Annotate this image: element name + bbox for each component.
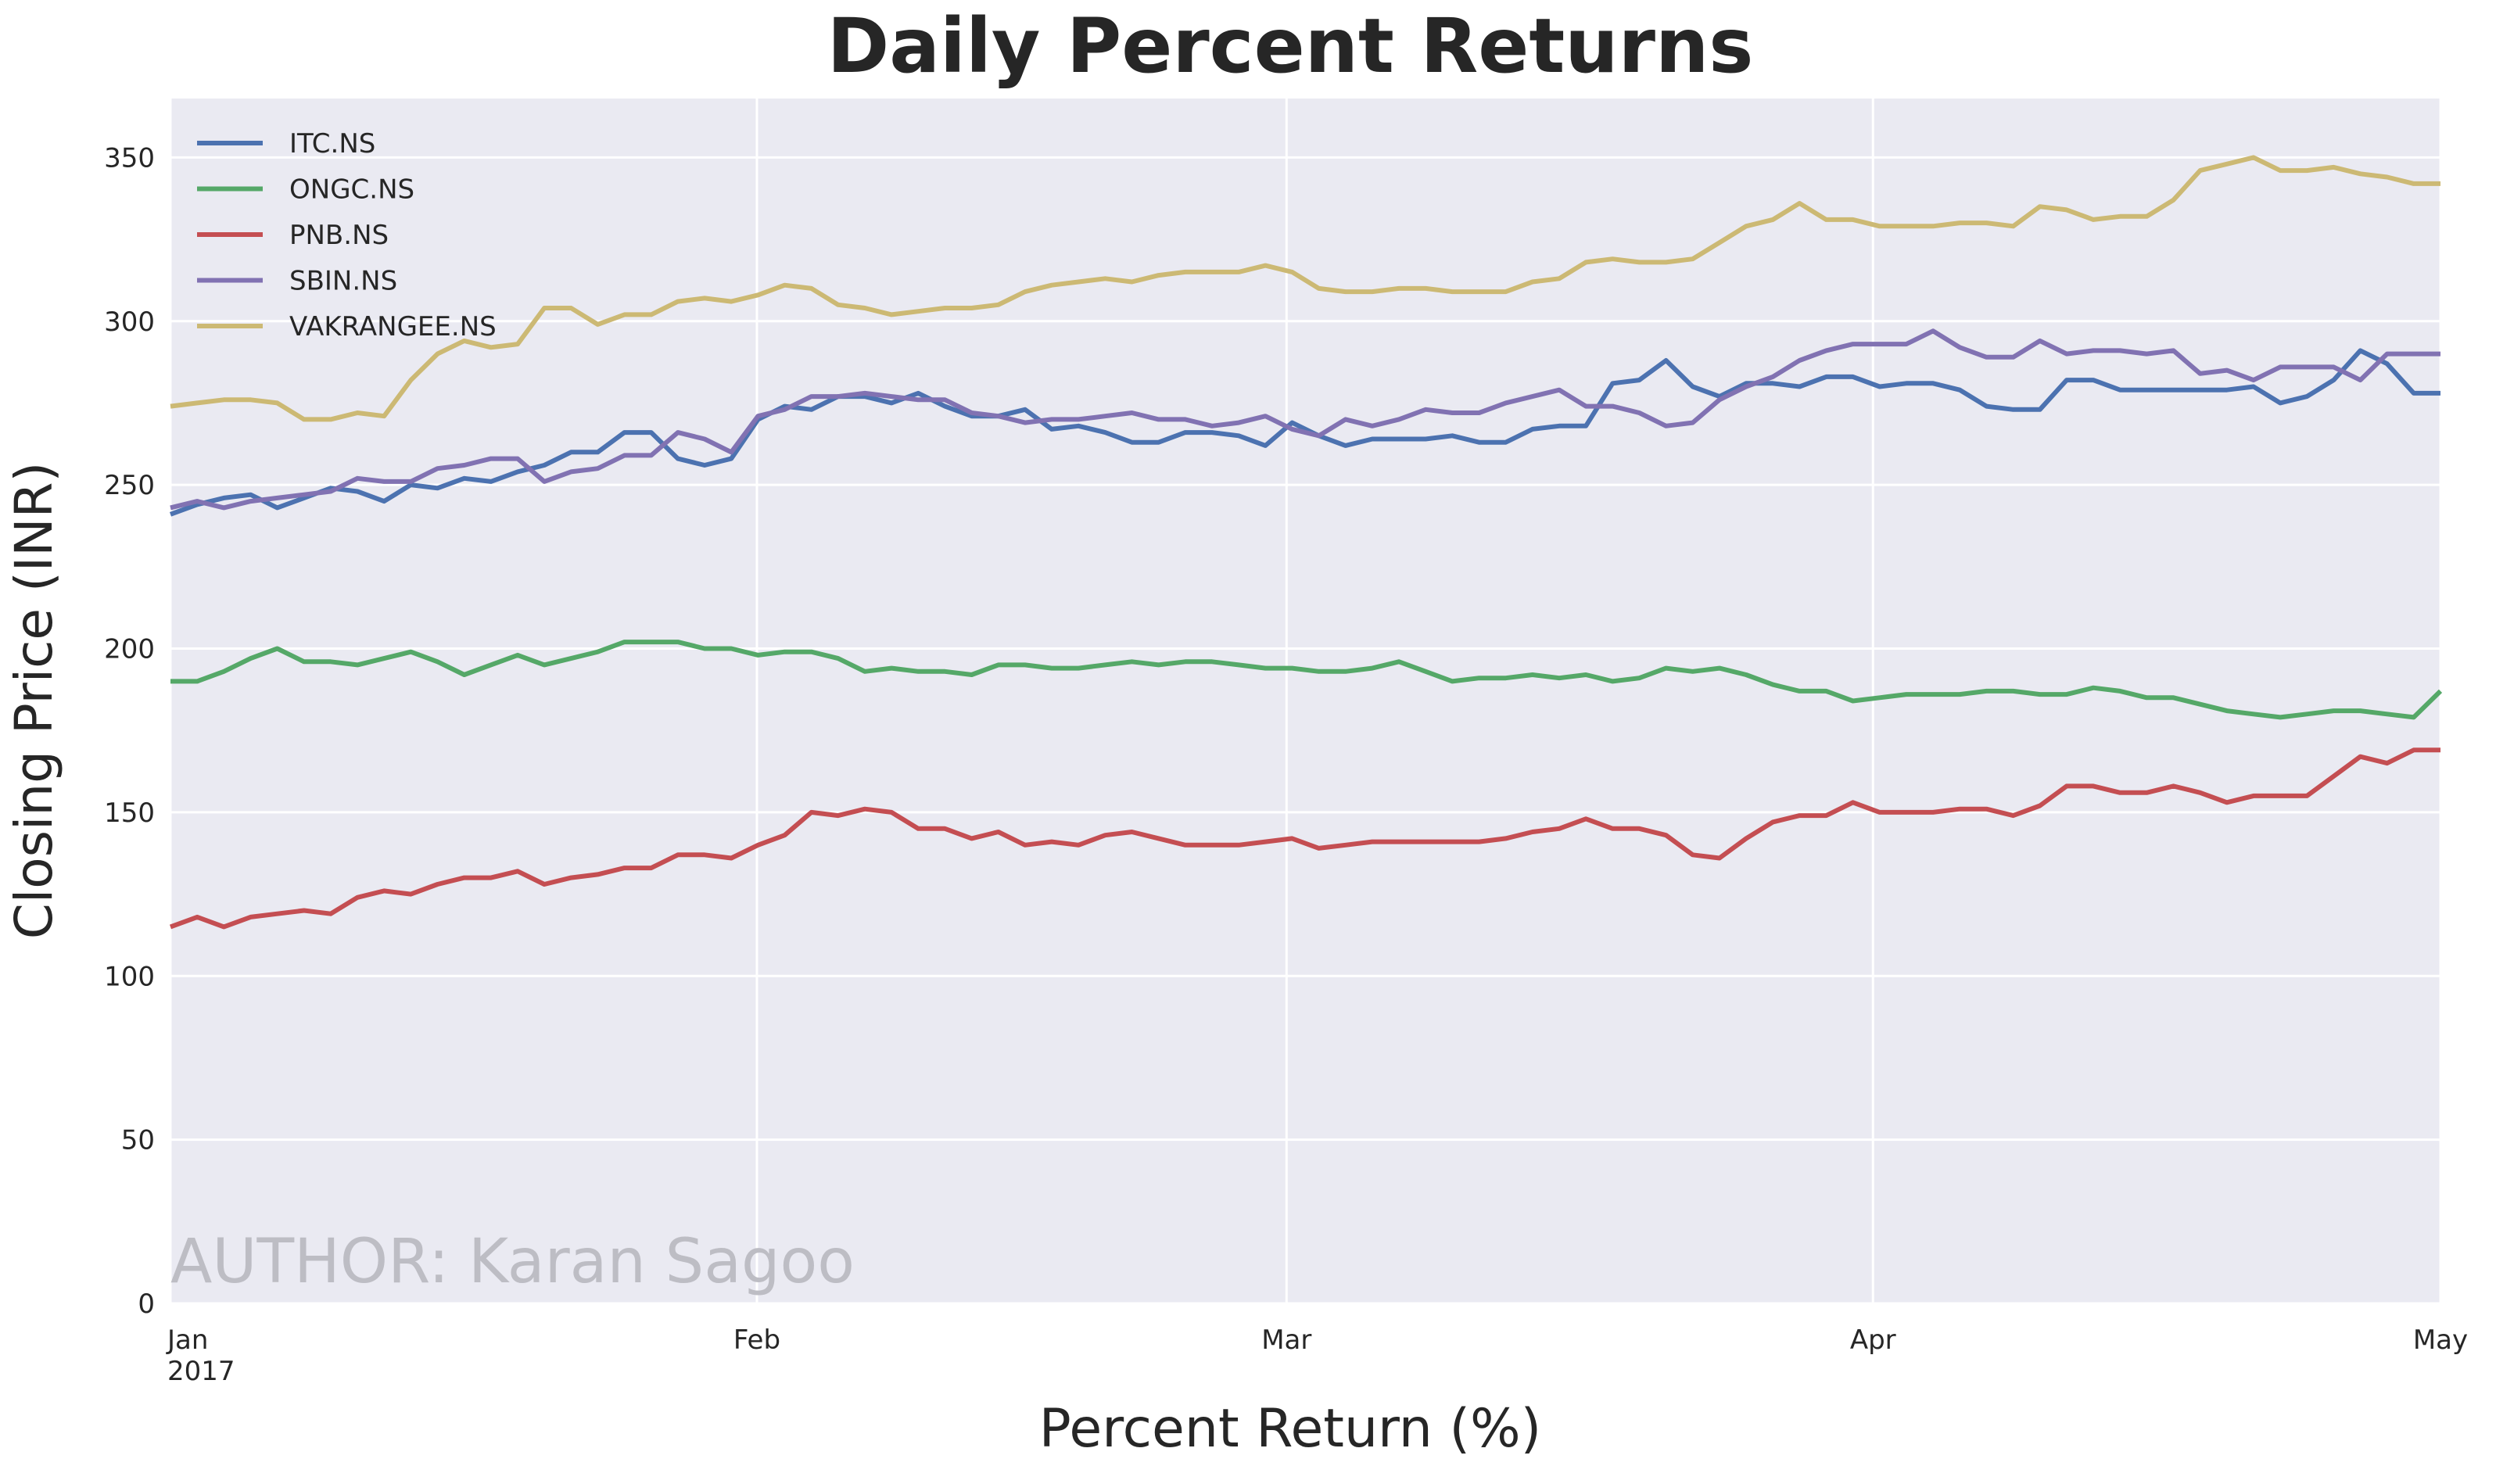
legend-label: ITC.NS xyxy=(289,128,375,160)
legend: ITC.NS ONGC.NS PNB.NS SBIN.NS VAKRANGEE.NS xyxy=(197,128,497,342)
lines xyxy=(169,155,2443,930)
series-line xyxy=(170,640,2443,720)
series-line xyxy=(170,155,2440,422)
legend-label: VAKRANGEE.NS xyxy=(289,311,497,342)
y-axis-label: Closing Price (INR) xyxy=(4,462,64,939)
legend-label: ONGC.NS xyxy=(289,174,414,206)
series-line xyxy=(169,348,2440,517)
y-tick-label: 100 xyxy=(104,961,155,992)
y-tick-label: 250 xyxy=(104,470,155,501)
series-line xyxy=(170,328,2440,511)
y-tick-label: 350 xyxy=(104,142,155,174)
y-tick-label: 150 xyxy=(104,798,155,829)
y-tick-label: 50 xyxy=(121,1125,155,1156)
x-axis-label: Percent Return (%) xyxy=(1039,1398,1541,1460)
x-tick-label: Jan 2017 xyxy=(166,1324,235,1387)
x-tick-label: May xyxy=(2413,1324,2468,1356)
plot-background xyxy=(170,99,2440,1303)
grid xyxy=(169,99,2442,1305)
legend-label: SBIN.NS xyxy=(289,266,397,297)
y-tick-label: 300 xyxy=(104,306,155,338)
x-tick-label: Mar xyxy=(1261,1324,1311,1356)
watermark: AUTHOR: Karan Sagoo xyxy=(170,1227,855,1297)
y-tick-label: 0 xyxy=(138,1289,155,1320)
y-tick-label: 200 xyxy=(104,634,155,665)
x-tick-label: Apr xyxy=(1850,1324,1896,1356)
chart-title: Daily Percent Returns xyxy=(827,2,1754,90)
series-line xyxy=(169,747,2440,930)
legend-label: PNB.NS xyxy=(289,220,389,251)
x-tick-label: Feb xyxy=(733,1324,780,1356)
